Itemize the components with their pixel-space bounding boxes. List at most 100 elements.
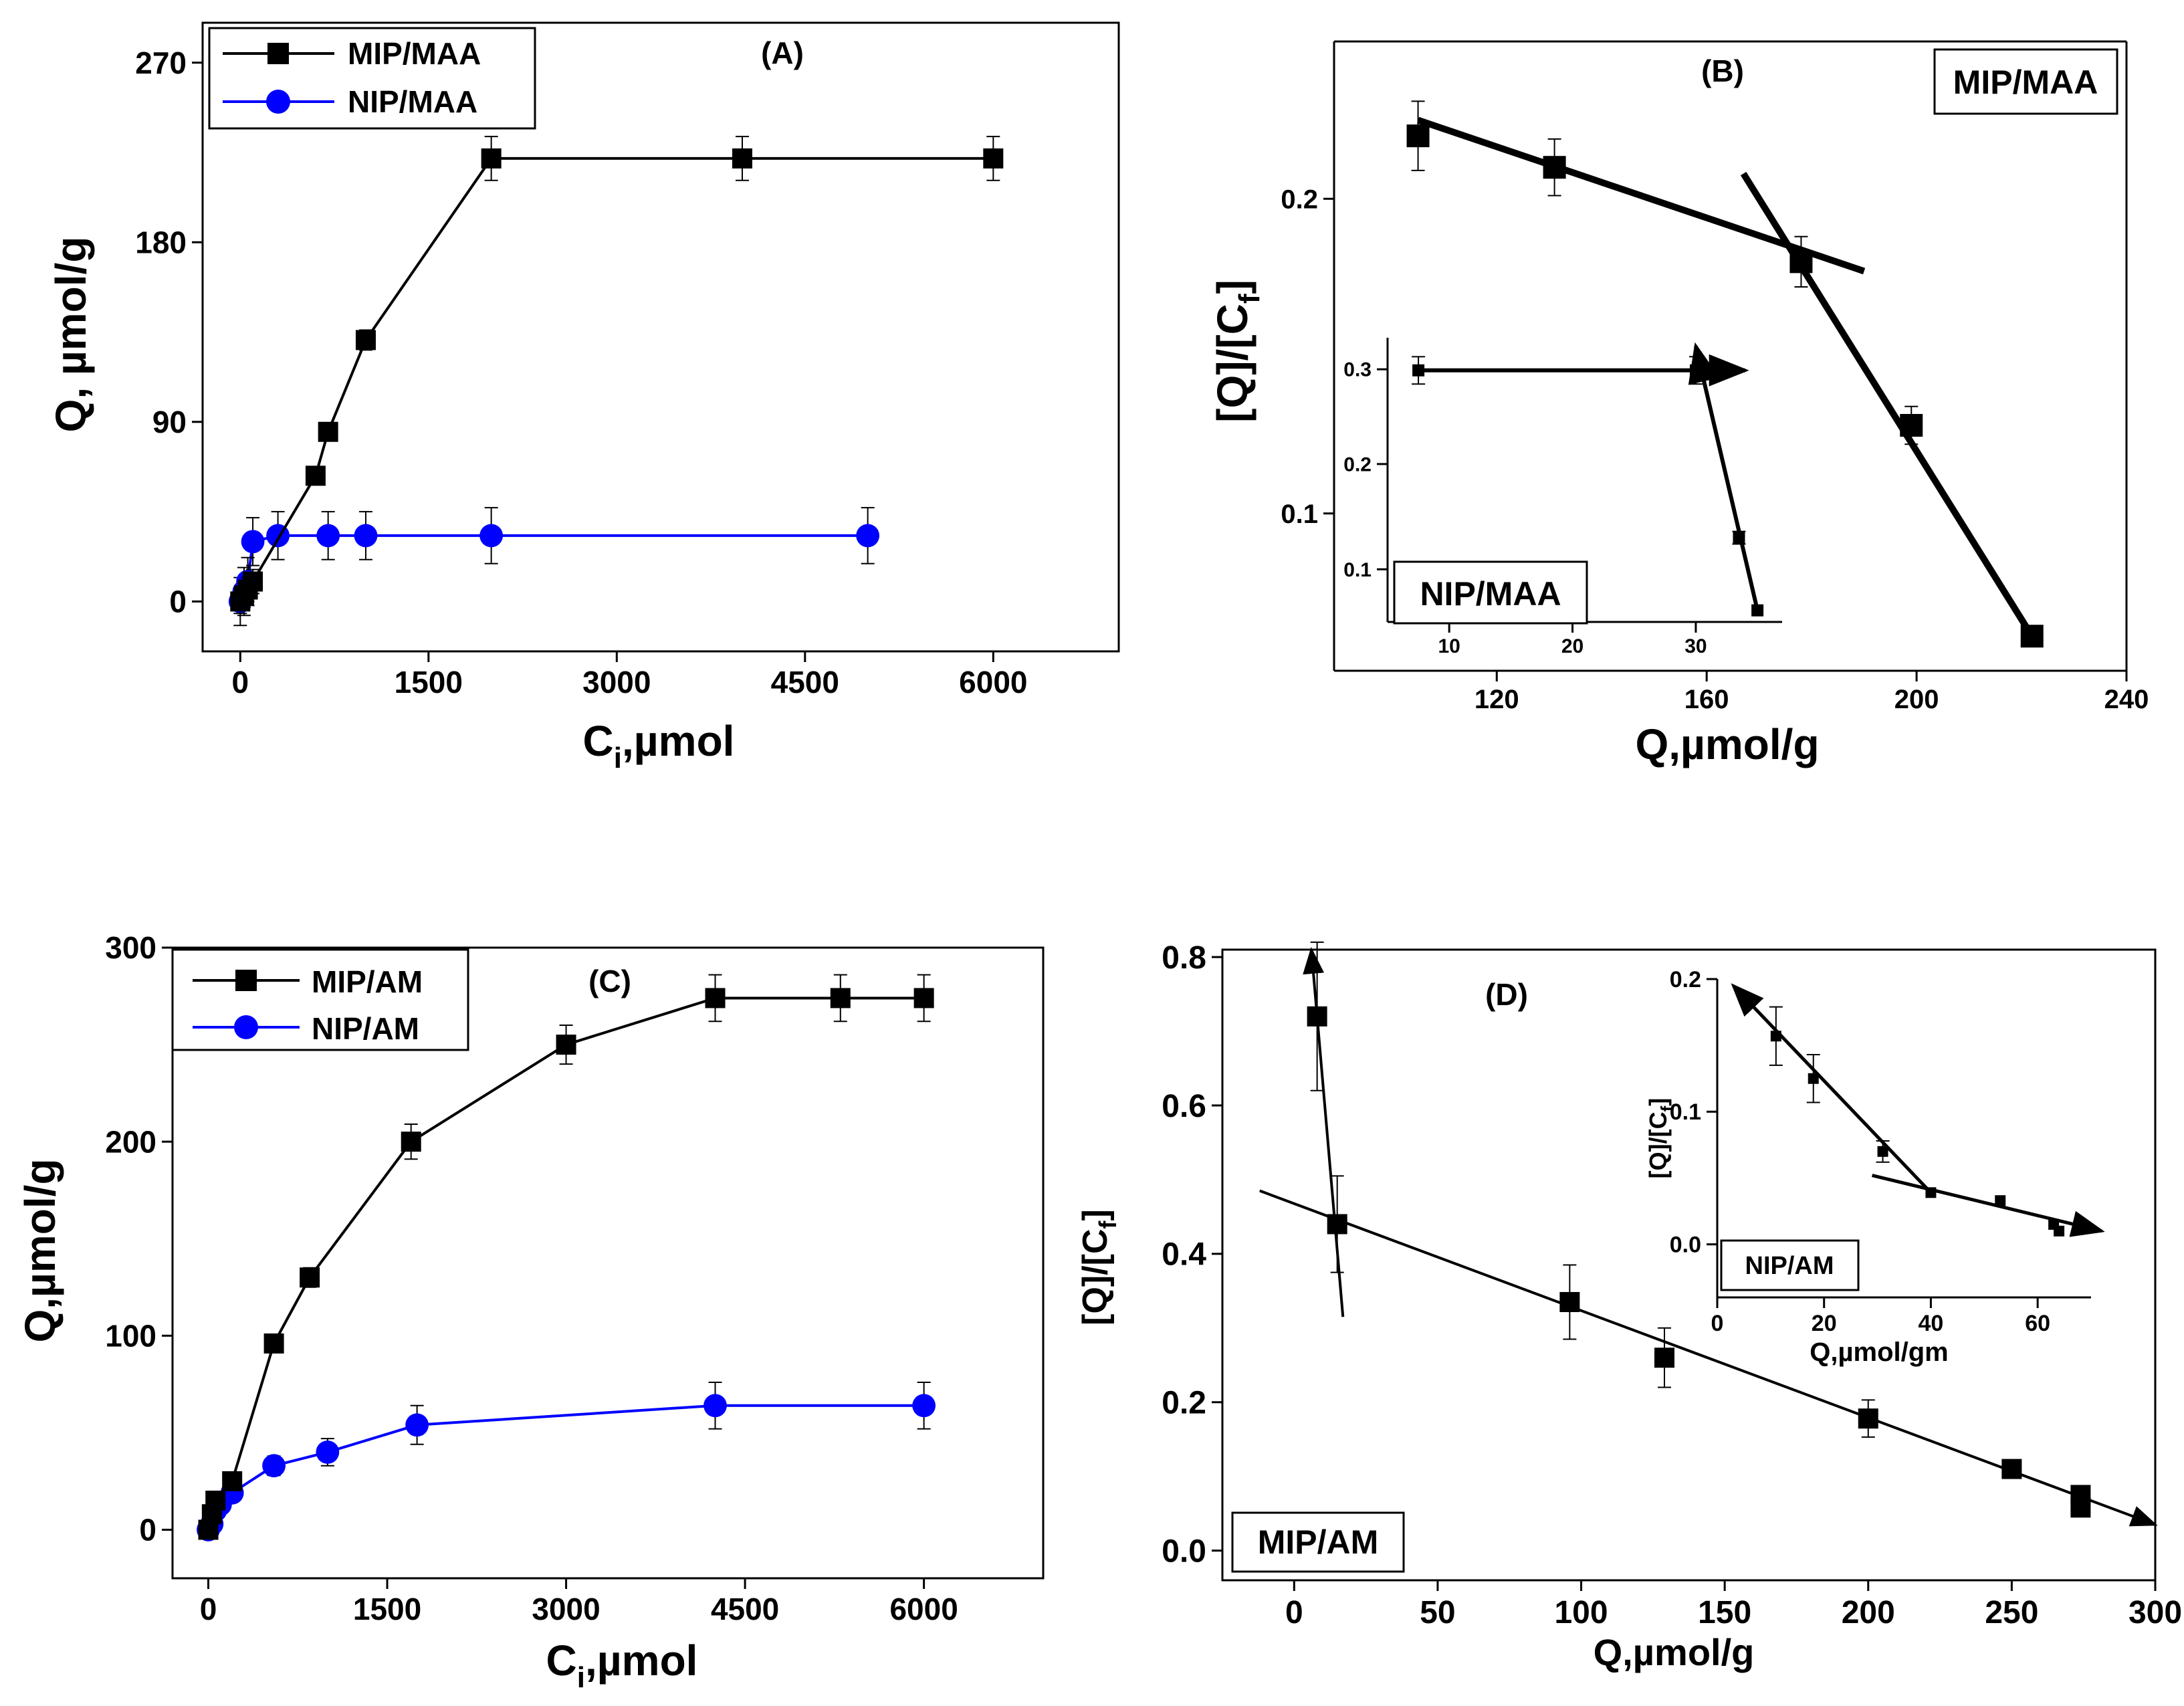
panel-d-y-tick-label: 0.4: [1162, 1237, 1206, 1273]
panel-b-ylabel-main: [Q]/[C: [1208, 304, 1257, 423]
panel-d-inset-ylabel-tail: ]: [1644, 1098, 1672, 1106]
panel-d-inset-ylabel-sub: f: [1657, 1105, 1677, 1111]
panel-d-inset-y-tick-label: 0.1: [1670, 1099, 1701, 1125]
panel-c-xlabel-tail: ,µmol: [585, 1636, 697, 1685]
panel-a-xlabel-tail: ,µmol: [622, 717, 734, 765]
panel-c-xlabel: Ci,µmol: [546, 1636, 698, 1694]
panel-b-inset-point: [1733, 532, 1745, 544]
panel-a-nip-point: [479, 524, 504, 548]
panel-c-xlabel-sub: i: [577, 1661, 585, 1694]
panel-a-y-tick-label: 0: [169, 584, 187, 619]
panel-b-x-ticks: 120 160 200 240: [1475, 671, 2149, 714]
panel-c-legend-label-nip: NIP/AM: [312, 1011, 419, 1046]
panel-a-y-tick-label: 180: [135, 225, 187, 259]
panel-c-y-tick-label: 0: [139, 1513, 156, 1548]
panel-b-fit-line: [1740, 171, 2035, 638]
panel-d-ylabel-tail: ]: [1076, 1209, 1115, 1220]
panel-b-x-tick-label: 120: [1475, 685, 1519, 714]
panel-d-inset-fit-lines: [1731, 983, 2105, 1237]
panel-b-mip-point: [2020, 625, 2044, 648]
panel-b-inset-y-ticks: 0.1 0.2 0.3: [1343, 359, 1388, 581]
panel-d-y-ticks: 0.0 0.2 0.4 0.6 0.8: [1162, 940, 1222, 1569]
panel-d-inset-points: [1769, 1006, 2065, 1237]
panel-b-inset-point: [1412, 364, 1425, 377]
panel-c-y-ticks: 0 100 200 300: [105, 930, 173, 1548]
panel-d-frame: [1221, 948, 2157, 1582]
panel-d-inset-point: [1925, 1187, 1937, 1198]
panel-c-x-tick-label: 6000: [889, 1592, 958, 1626]
panel-c: 0 1500 3000 4500 6000 0 100 200 300 (C) MIP/AM …: [16, 930, 1045, 1694]
panel-b-badge-box: [1933, 48, 2118, 115]
panel-c-xlabel-main: C: [546, 1636, 577, 1685]
panel-c-x-tick-label: 1500: [353, 1592, 421, 1626]
panel-c-mip-point: [401, 1132, 421, 1152]
panel-d-inset-fit-line: [1731, 983, 1933, 1194]
panel-d-fit-lines: [1259, 947, 2158, 1527]
panel-b-series: [1406, 100, 2044, 648]
panel-c-nip-point: [912, 1394, 936, 1418]
panel-d-x-tick-label: 0: [1285, 1595, 1303, 1630]
panel-a-ylabel: Q, µmol/g: [47, 237, 95, 433]
panel-d-x-tick-label: 300: [2128, 1595, 2182, 1630]
panel-d-inset-y-ticks: 0.0 0.1 0.2: [1670, 967, 1717, 1258]
panel-a-legend: MIP/MAA NIP/MAA: [208, 27, 536, 130]
panel-c-nip-point: [262, 1454, 286, 1478]
panel-c-x-tick-label: 4500: [711, 1592, 779, 1626]
panel-a-nip-point: [856, 524, 880, 548]
panel-b-inset-point: [1751, 604, 1764, 617]
panel-d-mip-point: [1327, 1214, 1347, 1235]
panel-b-inset-y-tick-label: 0.3: [1343, 359, 1372, 381]
panel-c-mip-series-line: [207, 996, 924, 1530]
panel-d-badge-label: MIP/AM: [1258, 1523, 1379, 1561]
panel-a-y-ticks: 0 90 180 270: [135, 45, 203, 619]
panel-b-xlabel: Q,µmol/g: [1635, 720, 1819, 768]
panel-a-mip-point: [243, 571, 263, 592]
panel-a-mip-point: [481, 148, 502, 169]
panel-b-inset-x-tick-label: 10: [1438, 635, 1460, 657]
panel-c-x-ticks: 0 1500 3000 4500 6000: [200, 1578, 958, 1626]
panel-a-series: [228, 136, 1004, 627]
panel-a-nip-point: [241, 530, 265, 554]
panel-c-x-tick-label: 3000: [532, 1592, 600, 1626]
panel-b-inset-x-ticks: 10 20 30: [1438, 622, 1707, 657]
panel-a-y-tick-label: 90: [152, 405, 187, 439]
panel-c-series: [197, 974, 936, 1541]
panel-b-title: (B): [1701, 54, 1744, 88]
panel-d-x-tick-label: 50: [1420, 1595, 1455, 1630]
panel-d-x-tick-label: 150: [1698, 1595, 1751, 1630]
panel-a-x-tick-label: 3000: [582, 665, 651, 700]
panel-a-frame: [201, 21, 1120, 653]
panel-d-x-tick-label: 200: [1842, 1595, 1895, 1630]
panel-b-x-tick-label: 160: [1684, 685, 1729, 714]
panel-d-fit-line: [1303, 947, 1345, 1317]
panel-b-y-tick-label: 0.1: [1281, 500, 1318, 529]
panel-a-mip-point: [732, 148, 752, 169]
panel-b-ylabel: [Q]/[Cf]: [1208, 280, 1266, 423]
panel-d-mip-point: [1559, 1291, 1580, 1312]
panel-b-inset-fit-line: [1688, 342, 1760, 611]
panel-b-axes: [1333, 40, 2128, 672]
panel-d-inset-x-tick-label: 60: [2025, 1311, 2050, 1336]
panel-d-inset-point: [1877, 1146, 1888, 1157]
panel-d-mip-point: [1307, 1006, 1327, 1027]
panel-d-ylabel-sub: f: [1094, 1220, 1121, 1229]
panel-c-y-tick-label: 200: [105, 1124, 156, 1159]
panel-d-inset-xlabel: Q,µmol/gm: [1810, 1338, 1949, 1367]
panel-b-inset-badge-box: [1393, 560, 1588, 625]
panel-b-mip-point: [1406, 124, 1430, 148]
panel-c-legend-box: [171, 948, 469, 1051]
panel-b-fit-lines: [1416, 116, 2035, 638]
panel-b: 120 160 200 240 0.1 0.2 (B) MIP/MAA 10 20 30 0…: [1208, 40, 2149, 768]
panel-a-mip-point: [355, 330, 376, 350]
panel-b-mip-point: [1543, 156, 1566, 179]
panel-a-mip-point: [318, 421, 338, 442]
panel-d-x-ticks: 0 50 100 150 200 250 300: [1285, 1580, 2182, 1630]
panel-c-title: (C): [588, 964, 631, 998]
panel-a-nip-point: [316, 524, 340, 548]
panel-d-inset-x-tick-label: 0: [1711, 1311, 1724, 1336]
panel-a-legend-label-mip: MIP/MAA: [348, 36, 481, 71]
panel-d-inset-x-ticks: 0 20 40 60: [1711, 1297, 2050, 1336]
panel-b-inset-x-tick-label: 20: [1561, 635, 1584, 657]
panel-d-badge: MIP/AM: [1231, 1511, 1405, 1573]
panel-d-inset-y-tick-label: 0.0: [1670, 1233, 1701, 1258]
